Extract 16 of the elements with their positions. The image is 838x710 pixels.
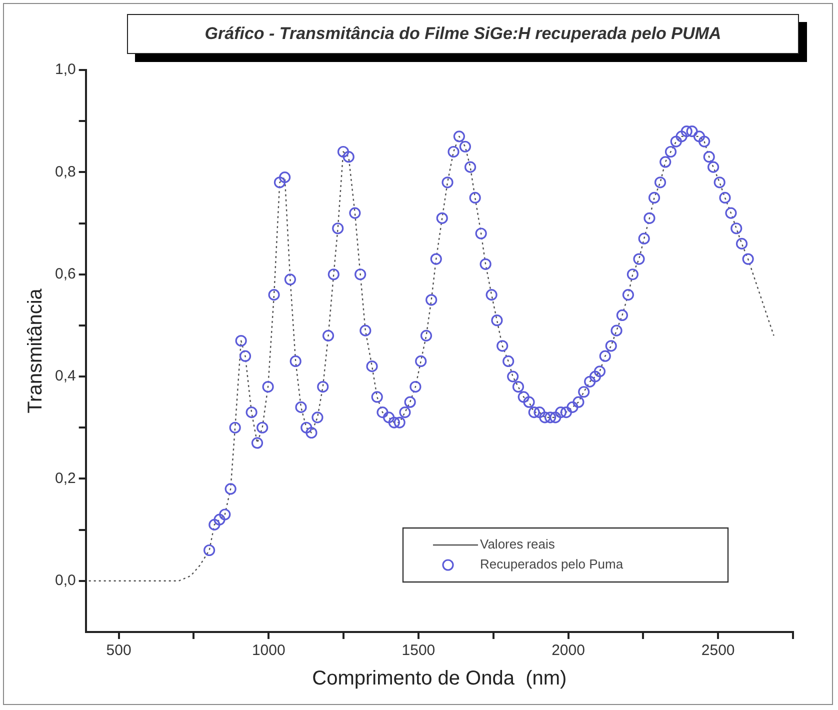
x-tick-label: 1500 (402, 642, 436, 660)
y-tick-label: 0,8 (54, 163, 76, 180)
y-axis-title: Transmitância (24, 288, 47, 414)
x-tick-label: 2500 (701, 642, 735, 660)
y-tick-label: 0,2 (54, 470, 76, 487)
y-tick-label: 0,4 (54, 368, 76, 385)
x-axis-title: Comprimento de Onda (nm) (312, 668, 567, 690)
y-tick-label: 1,0 (54, 61, 76, 78)
x-tick-label: 2000 (552, 642, 585, 660)
x-tick-label: 1000 (252, 642, 286, 660)
x-tick-label: 500 (106, 642, 132, 660)
y-tick-label: 0,6 (54, 266, 76, 283)
legend-label: Recuperados pelo Puma (480, 556, 624, 572)
chart-title: Gráfico - Transmitância do Filme SiGe:H recuperada pelo PUMA (127, 14, 799, 54)
y-tick-label: 0,0 (54, 572, 76, 590)
legend-label: Valores reais (480, 536, 556, 552)
